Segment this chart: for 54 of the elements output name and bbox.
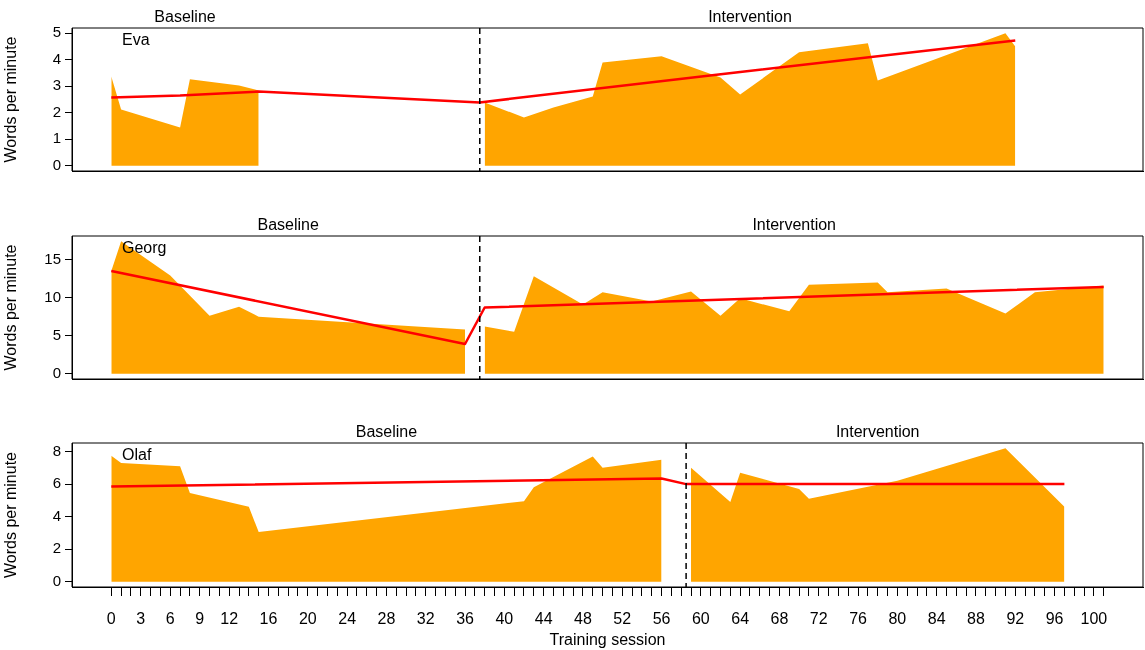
x-tick-label: 84 (927, 610, 946, 628)
x-tick-label: 96 (1045, 610, 1064, 628)
x-tick-label: 0 (106, 610, 116, 628)
x-tick-label: 36 (456, 610, 475, 628)
x-tick-label: 60 (691, 610, 710, 628)
text: Intervention (752, 216, 836, 234)
y-tick-label: 0 (52, 571, 61, 589)
x-tick-label: 92 (1006, 610, 1025, 628)
y-tick-label: 6 (52, 474, 61, 492)
x-tick-label: 16 (259, 610, 278, 628)
x-tick-label: 64 (731, 610, 750, 628)
text: Baseline (257, 216, 319, 234)
x-tick-label: 40 (495, 610, 514, 628)
annotation: Olaf (122, 446, 152, 464)
x-axis-title: Training session (549, 630, 666, 648)
y-tick-label: 8 (52, 441, 61, 459)
x-tick-label: 44 (534, 610, 553, 628)
x-tick-label: 20 (298, 610, 317, 628)
x-tick-label: 56 (652, 610, 671, 628)
x-tick-label: 48 (574, 610, 592, 628)
y-tick-label: 10 (44, 287, 61, 305)
y-tick-label: 2 (52, 539, 61, 557)
y-axis-title: Words per minute (2, 244, 20, 371)
text: Intervention (835, 423, 920, 441)
y-tick-label: 5 (52, 23, 61, 41)
x-tick-label: 88 (967, 610, 985, 628)
y-tick-label: 4 (52, 506, 61, 524)
y-axis-title: Words per minute (2, 451, 20, 578)
x-tick-label: 100 (1080, 610, 1108, 628)
x-tick-label: 6 (165, 610, 175, 628)
annotation: Eva (122, 31, 150, 49)
x-tick-label: 32 (416, 610, 435, 628)
y-axis-title: Words per minute (2, 36, 20, 163)
x-tick-label: 68 (770, 610, 789, 628)
text: Intervention (708, 8, 792, 26)
text: Baseline (355, 423, 418, 441)
y-tick-label: 2 (52, 102, 61, 120)
x-tick-label: 80 (888, 610, 907, 628)
y-tick-label: 4 (52, 49, 61, 67)
text: Baseline (154, 8, 216, 26)
x-tick-label: 72 (809, 610, 828, 628)
y-tick-label: 1 (52, 129, 61, 147)
y-tick-label: 15 (44, 249, 61, 267)
x-tick-label: 52 (613, 610, 632, 628)
x-tick-label: 12 (220, 610, 239, 628)
y-tick-label: 0 (52, 155, 61, 173)
x-tick-label: 76 (849, 610, 868, 628)
y-tick-label: 0 (52, 363, 61, 381)
x-tick-label: 24 (338, 610, 357, 628)
y-tick-label: 5 (52, 325, 61, 343)
y-tick-label: 3 (52, 76, 61, 94)
x-tick-label: 3 (136, 610, 146, 628)
x-tick-label: 9 (195, 610, 205, 628)
x-tick-label: 28 (377, 610, 396, 628)
